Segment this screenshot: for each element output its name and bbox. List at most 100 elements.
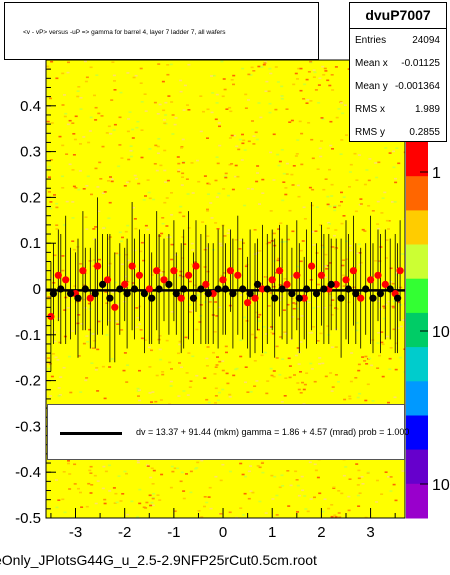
heatmap-cell [391, 305, 395, 308]
heatmap-cell [119, 91, 123, 94]
heatmap-cell [120, 157, 124, 159]
heatmap-cell [224, 345, 228, 348]
heatmap-cell [58, 394, 62, 396]
black-data-point [67, 290, 75, 298]
heatmap-cell [93, 474, 97, 477]
heatmap-cell [321, 510, 325, 513]
heatmap-cell [197, 510, 201, 512]
heatmap-cell [162, 109, 166, 112]
black-data-point [369, 294, 377, 302]
heatmap-cell [295, 479, 299, 481]
heatmap-cell [285, 108, 289, 110]
black-data-point [197, 285, 205, 293]
black-data-point [295, 294, 303, 302]
heatmap-cell [380, 341, 384, 344]
heatmap-cell [367, 205, 371, 207]
heatmap-cell [71, 240, 75, 242]
black-data-point [278, 285, 286, 293]
heatmap-cell [307, 301, 311, 304]
heatmap-cell [53, 194, 56, 196]
heatmap-cell [387, 401, 390, 404]
heatmap-cell [343, 398, 347, 401]
heatmap-cell [215, 93, 219, 96]
heatmap-cell [116, 303, 120, 306]
heatmap-cell [206, 182, 210, 185]
heatmap-cell [110, 180, 114, 183]
heatmap-cell [349, 380, 353, 383]
heatmap-cell [357, 369, 361, 372]
heatmap-cell [347, 509, 351, 512]
heatmap-cell [164, 181, 168, 183]
red-data-point [86, 294, 94, 302]
heatmap-cell [109, 176, 112, 178]
heatmap-cell [309, 100, 313, 102]
heatmap-cell [251, 120, 254, 122]
heatmap-cell [183, 84, 187, 87]
heatmap-cell [323, 306, 327, 309]
heatmap-cell [71, 122, 75, 124]
heatmap-cell [187, 352, 191, 354]
heatmap-cell [316, 476, 320, 479]
heatmap-cell [330, 504, 334, 506]
heatmap-cell [253, 385, 257, 387]
heatmap-cell [181, 172, 185, 175]
heatmap-cell [104, 291, 108, 293]
heatmap-cell [191, 355, 195, 358]
heatmap-cell [384, 257, 388, 259]
heatmap-cell [225, 372, 229, 375]
heatmap-cell [57, 317, 61, 320]
red-data-point [349, 267, 357, 275]
heatmap-cell [108, 366, 112, 368]
heatmap-cell [228, 396, 232, 398]
heatmap-cell [268, 327, 272, 329]
heatmap-cell [111, 291, 115, 294]
heatmap-cell [304, 508, 308, 510]
heatmap-cell [326, 227, 330, 230]
heatmap-cell [276, 153, 280, 156]
heatmap-cell [79, 491, 82, 494]
heatmap-cell [214, 395, 218, 397]
heatmap-cell [217, 122, 221, 124]
heatmap-cell [393, 396, 397, 399]
heatmap-cell [200, 459, 204, 462]
heatmap-cell [376, 479, 379, 482]
heatmap-cell [63, 224, 67, 226]
heatmap-cell [299, 89, 303, 92]
heatmap-cell [330, 74, 334, 76]
heatmap-cell [274, 272, 278, 274]
heatmap-cell [253, 360, 257, 362]
heatmap-cell [75, 301, 79, 304]
heatmap-cell [243, 492, 247, 495]
heatmap-cell [249, 391, 253, 393]
heatmap-cell [158, 235, 162, 237]
heatmap-cell [302, 98, 306, 100]
heatmap-cell [211, 92, 215, 94]
heatmap-cell [330, 515, 334, 518]
heatmap-cell [146, 464, 149, 466]
heatmap-cell [326, 195, 330, 198]
y-tick-label: 0 [33, 281, 41, 298]
heatmap-cell [349, 249, 353, 252]
heatmap-cell [383, 191, 387, 194]
stats-row-entries: Entries 24094 [350, 29, 446, 52]
heatmap-cell [209, 202, 213, 204]
heatmap-cell [206, 210, 210, 212]
heatmap-cell [314, 469, 318, 472]
heatmap-cell [82, 136, 86, 138]
heatmap-cell [350, 352, 354, 354]
heatmap-cell [114, 281, 118, 284]
heatmap-cell [348, 186, 351, 188]
heatmap-cell [225, 108, 229, 110]
heatmap-cell [198, 321, 202, 323]
heatmap-cell [112, 74, 116, 77]
heatmap-cell [190, 309, 194, 312]
heatmap-cell [48, 191, 51, 193]
heatmap-cell [345, 134, 348, 136]
heatmap-cell [63, 115, 67, 118]
heatmap-cell [212, 248, 216, 251]
heatmap-cell [53, 254, 57, 257]
heatmap-cell [61, 144, 65, 147]
heatmap-cell [152, 493, 156, 495]
heatmap-cell [133, 249, 137, 252]
heatmap-cell [85, 505, 89, 508]
